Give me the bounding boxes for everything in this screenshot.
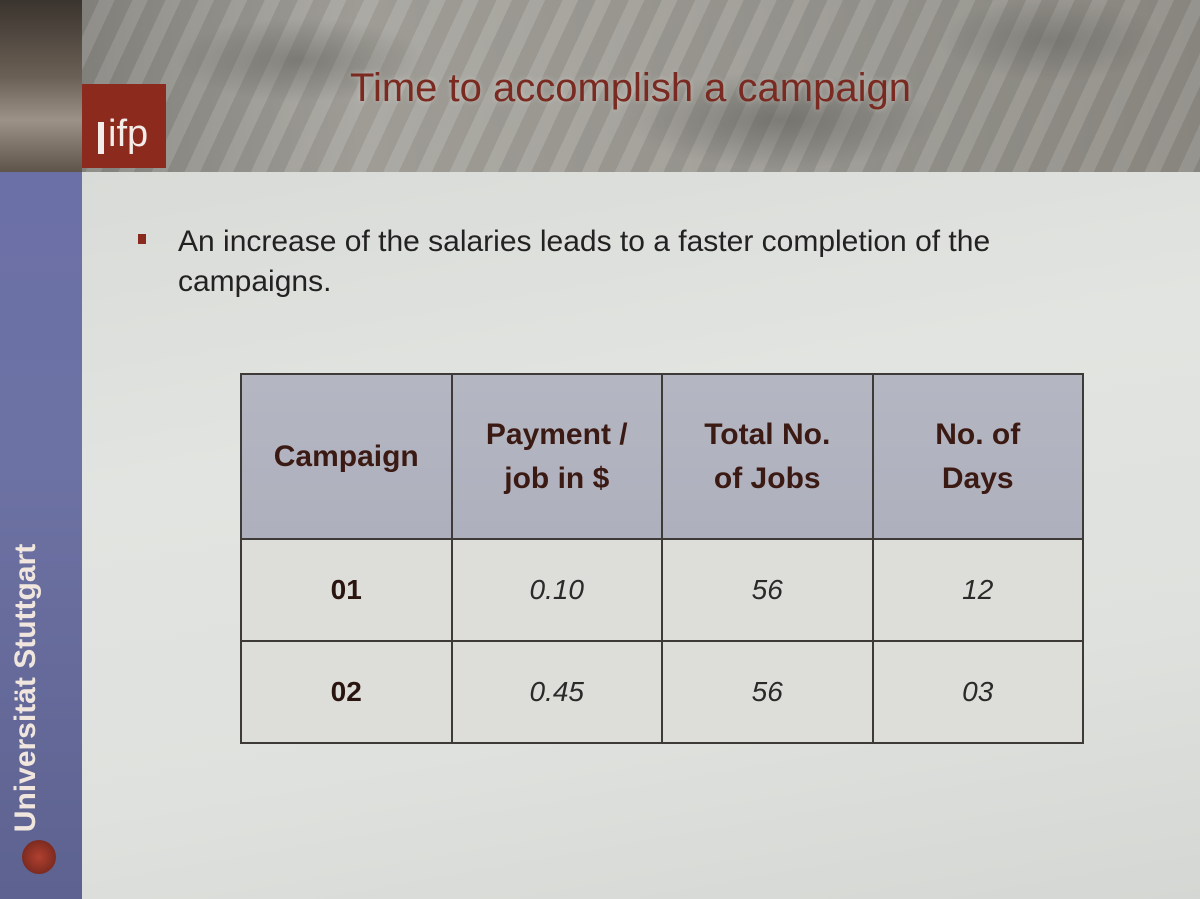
corner-photo	[0, 0, 82, 172]
header-days-text: No. of Days	[935, 417, 1021, 495]
ifp-logo	[82, 84, 166, 168]
table-header-row: Campaign Payment / job in $ Total No. of…	[240, 373, 1084, 540]
header-band	[0, 0, 1200, 172]
cell-payment: 0.45	[450, 640, 663, 744]
ifp-logo-text: ifp	[108, 113, 149, 155]
university-label: Universität Stuttgart	[9, 543, 42, 833]
header-days: No. of Days	[871, 373, 1084, 540]
slide-title: Time to accomplish a campaign	[350, 66, 911, 110]
header-payment: Payment / job in $	[450, 373, 663, 540]
cell-payment: 0.10	[450, 538, 663, 642]
bullet-text: An increase of the salaries leads to a f…	[178, 225, 991, 298]
bullet-icon	[138, 234, 146, 244]
university-seal-icon	[22, 840, 56, 874]
side-stripe	[0, 172, 82, 899]
header-total-jobs-text: Total No. of Jobs	[704, 417, 831, 495]
header-campaign: Campaign	[240, 373, 453, 540]
ifp-logo-mark	[98, 122, 104, 154]
cell-total-jobs: 56	[661, 640, 874, 744]
cell-campaign: 01	[240, 538, 453, 642]
campaign-table: Campaign Payment / job in $ Total No. of…	[240, 373, 1084, 744]
cell-days: 03	[871, 640, 1084, 744]
header-payment-text: Payment / job in $	[485, 417, 628, 495]
cell-days: 12	[871, 538, 1084, 642]
table-row: 01 0.10 56 12	[240, 538, 1084, 642]
table-row: 02 0.45 56 03	[240, 640, 1084, 744]
header-total-jobs: Total No. of Jobs	[661, 373, 874, 540]
cell-campaign: 02	[240, 640, 453, 744]
cell-total-jobs: 56	[661, 538, 874, 642]
